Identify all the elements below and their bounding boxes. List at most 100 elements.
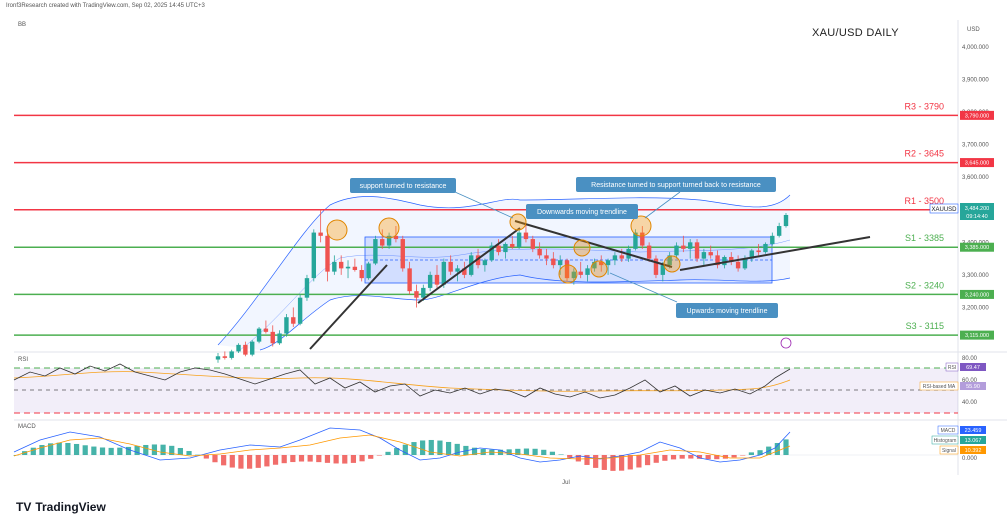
macd-histogram-bar (748, 452, 754, 455)
macd-histogram-bar (91, 446, 97, 455)
upwards-moving-trendline[interactable] (679, 236, 871, 271)
candle-body (578, 271, 583, 275)
macd-histogram-bar (636, 455, 642, 468)
rsi-axis-tick: 60.00 (962, 378, 978, 384)
rsi-value-tag (960, 363, 986, 371)
tradingview-logo[interactable]: ⁠TV TradingView (16, 500, 106, 514)
level-price-text: 3,790.000 (965, 113, 989, 119)
candle-body (729, 256, 734, 262)
macd-histogram-bar (411, 442, 417, 455)
macd-histogram-bar (428, 439, 434, 455)
chart-header: Ironf3Research created with TradingView.… (6, 3, 205, 9)
rsi-value-text: 69.47 (966, 365, 980, 371)
macd-histogram-bar (195, 454, 201, 456)
rsi-ma-tag-text: RSI-based MA (923, 384, 956, 390)
candle-body (523, 232, 529, 240)
macd-histogram-bar (272, 455, 279, 465)
candle-body (496, 245, 501, 253)
annotation-box[interactable] (350, 178, 456, 193)
candle-body (653, 258, 659, 275)
level-label: S1 - 3385 (905, 233, 944, 243)
macd-histogram-bar (731, 455, 737, 458)
rsi-pane[interactable]: RSI (13, 357, 958, 414)
candle-body (243, 344, 248, 355)
bollinger-upper-band (217, 194, 791, 346)
candle-body (311, 232, 317, 279)
countdown-text: 09:14:40 (966, 214, 987, 220)
symbol-tag-text: XAUUSD (931, 207, 957, 213)
annotation-support-turned-resistance: support turned to resistance (360, 183, 447, 190)
candle-body (503, 243, 508, 253)
macd-histogram-bar (549, 451, 556, 455)
candle-body (421, 287, 426, 298)
candle-body (325, 235, 330, 272)
rsi-ma-line (13, 371, 791, 392)
macd-histogram-bar (324, 455, 331, 463)
macd-histogram-bar (65, 442, 71, 455)
annotation-box[interactable] (576, 177, 776, 192)
macd-histogram-bar (212, 455, 218, 463)
price-axis[interactable]: 4,000.0003,900.0003,800.0003,700.0003,60… (962, 45, 989, 311)
indicator-label[interactable]: BB (18, 22, 27, 28)
macd-histogram-bar (714, 455, 720, 460)
rising-trendline-left[interactable] (309, 264, 388, 350)
annotation-box[interactable] (676, 303, 778, 318)
macd-histogram-bar (39, 445, 45, 455)
rsi-axis-tick: 80.00 (962, 356, 978, 362)
macd-histogram-bar (30, 447, 36, 455)
price-axis-tick: 4,000.000 (962, 45, 989, 51)
macd-histogram-bar (610, 455, 616, 471)
candle-body (291, 317, 296, 324)
swing-highlights (326, 213, 681, 284)
candle-body (414, 291, 419, 298)
macd-histogram-bar (506, 449, 512, 455)
time-axis-label: Jul (562, 480, 570, 486)
candle-body (667, 255, 672, 266)
macd-histogram-bar (662, 455, 668, 461)
annotation-downwards-trendline: Downwards moving trendline (537, 209, 627, 216)
macd-tag (937, 425, 959, 435)
level-price-tag (960, 289, 994, 299)
candle-body (393, 235, 399, 240)
macd-histogram-bar (601, 455, 607, 470)
candle-body (338, 261, 344, 269)
tradingview-logo-text: TradingView (35, 500, 106, 514)
downwards-moving-trendline[interactable] (514, 220, 673, 268)
annotation-resistance-support-resistance: Resistance turned to support turned back… (591, 182, 761, 189)
price-chart[interactable]: R3 - 3790 R2 - 3645 R1 - 3500 S1 - 3385 S2 -… (0, 0, 1007, 500)
candle-body (236, 344, 241, 352)
candle-body (763, 243, 768, 253)
swing-high-circle (326, 219, 348, 241)
macd-histogram-bar (82, 445, 88, 455)
indicator-tags: RSI 69.47 RSI-based MA 55.90 MACD 23.459… (919, 362, 986, 455)
macd-histogram-bar (298, 455, 305, 462)
level-label: R2 - 3645 (904, 149, 944, 159)
macd-histogram-bar (523, 448, 530, 455)
candle-body (229, 351, 234, 358)
candle-body (551, 258, 556, 266)
macd-histogram-bar (117, 447, 123, 455)
bollinger-lower-band (259, 274, 791, 351)
macd-histogram-bar (688, 455, 694, 459)
annotation-box[interactable] (526, 204, 638, 219)
histogram-tag-text: Histogram (934, 438, 957, 444)
candle-body (455, 268, 460, 272)
level-price-tag (960, 158, 994, 168)
rising-trendline-mid[interactable] (417, 227, 521, 304)
macd-histogram-bar (359, 455, 365, 462)
macd-histogram-bar (333, 455, 339, 464)
currency-label[interactable]: USD (967, 27, 980, 33)
candle-body (612, 255, 618, 261)
macd-histogram-bar (454, 443, 460, 455)
macd-histogram-bar (670, 455, 677, 460)
candle-body (564, 260, 570, 279)
level-price-text: 3,240.000 (965, 292, 989, 298)
candle-body (646, 245, 652, 259)
macd-histogram-bar (471, 447, 478, 455)
tradingview-object-icon[interactable] (780, 337, 792, 349)
macd-histogram-bar (238, 455, 244, 469)
macd-histogram-bar (281, 455, 287, 464)
macd-pane[interactable]: MACD (13, 424, 958, 471)
macd-histogram-bar (627, 455, 633, 470)
macd-histogram-bar (696, 455, 703, 459)
